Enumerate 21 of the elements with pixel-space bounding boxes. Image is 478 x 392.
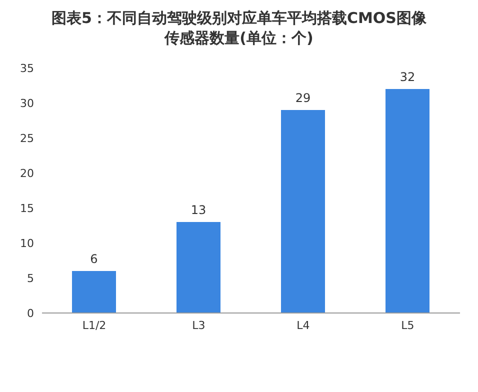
data-label: 13 (190, 203, 206, 217)
y-tick-label: 35 (20, 62, 34, 75)
y-tick-label: 5 (27, 272, 34, 285)
y-tick-label: 30 (20, 96, 34, 110)
y-tick-label: 0 (27, 306, 34, 320)
x-tick-label: L1/2 (82, 318, 106, 332)
data-label: 29 (295, 91, 311, 105)
bar (72, 271, 116, 313)
bar (281, 110, 325, 313)
bar (386, 89, 430, 313)
y-tick-label: 25 (20, 132, 34, 145)
x-tick-label: L4 (296, 318, 310, 332)
bar (176, 222, 220, 313)
y-tick-label: 20 (20, 166, 34, 180)
x-tick-label: L5 (401, 318, 414, 332)
chart-title: 图表5：不同自动驾驶级别对应单车平均搭载CMOS图像传感器数量(单位：个) (50, 8, 428, 48)
y-tick-label: 10 (20, 236, 34, 250)
data-label: 32 (400, 70, 416, 84)
y-tick-label: 15 (20, 202, 34, 215)
data-label: 6 (90, 252, 98, 266)
x-tick-label: L3 (192, 318, 206, 332)
